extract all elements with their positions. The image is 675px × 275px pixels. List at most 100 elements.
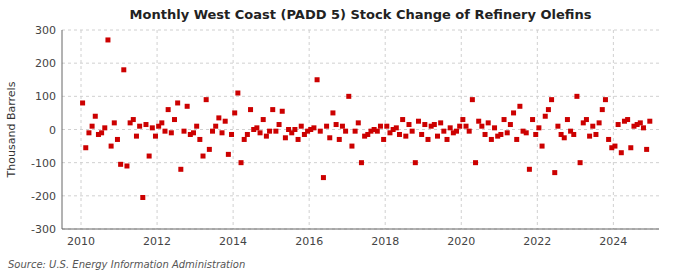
point <box>406 122 411 127</box>
point <box>502 117 507 122</box>
point <box>619 150 624 155</box>
point <box>530 117 535 122</box>
point <box>492 125 497 130</box>
point <box>644 147 649 152</box>
point <box>603 97 608 102</box>
point <box>524 130 529 135</box>
point <box>86 130 91 135</box>
x-tick-label: 2016 <box>295 235 323 248</box>
x-grid-line <box>385 30 386 229</box>
x-tick-label: 2012 <box>143 235 171 248</box>
point <box>140 195 145 200</box>
point <box>527 167 532 172</box>
point <box>565 117 570 122</box>
point <box>432 122 437 127</box>
point <box>483 132 488 137</box>
point <box>93 114 98 119</box>
point <box>185 104 190 109</box>
point <box>397 132 402 137</box>
point <box>311 125 316 130</box>
point <box>137 124 142 129</box>
point <box>571 132 576 137</box>
point <box>438 120 443 125</box>
point <box>479 124 484 129</box>
point <box>625 117 630 122</box>
y-grid-line <box>62 63 659 64</box>
point <box>143 122 148 127</box>
point <box>593 132 598 137</box>
point <box>464 124 469 129</box>
point <box>584 117 589 122</box>
point <box>121 67 126 72</box>
point <box>191 130 196 135</box>
point <box>147 154 152 159</box>
point <box>353 129 358 134</box>
point <box>150 125 155 130</box>
point <box>505 130 510 135</box>
point <box>467 129 472 134</box>
x-tick-label: 2018 <box>371 235 399 248</box>
point <box>248 107 253 112</box>
point <box>419 132 424 137</box>
point <box>194 124 199 129</box>
point <box>514 137 519 142</box>
point <box>612 144 617 149</box>
point <box>600 107 605 112</box>
y-grid-line <box>62 195 659 196</box>
point <box>394 125 399 130</box>
point <box>508 122 513 127</box>
point <box>343 129 348 134</box>
point <box>590 124 595 129</box>
point <box>562 135 567 140</box>
point <box>540 144 545 149</box>
x-grid-line <box>233 30 234 229</box>
point <box>166 107 171 112</box>
point <box>337 137 342 142</box>
point <box>201 154 206 159</box>
point <box>109 144 114 149</box>
point <box>162 129 167 134</box>
y-grid-line <box>62 30 659 31</box>
point <box>454 129 459 134</box>
point <box>356 120 361 125</box>
point <box>134 134 139 139</box>
point <box>647 119 652 124</box>
point <box>400 117 405 122</box>
point <box>470 97 475 102</box>
point <box>315 77 320 82</box>
point <box>213 124 218 129</box>
point <box>296 137 301 142</box>
y-tick-label: -300 <box>31 223 56 236</box>
point <box>207 147 212 152</box>
point <box>533 132 538 137</box>
y-tick-label: -100 <box>31 157 56 170</box>
point <box>159 120 164 125</box>
point <box>181 129 186 134</box>
point <box>197 137 202 142</box>
point <box>638 120 643 125</box>
y-tick-label: 0 <box>49 124 56 137</box>
point <box>210 129 215 134</box>
point <box>334 122 339 127</box>
point <box>486 120 491 125</box>
point <box>83 145 88 150</box>
point <box>292 127 297 132</box>
y-axis-line <box>62 30 63 229</box>
point <box>277 122 282 127</box>
point <box>226 152 231 157</box>
x-tick-label: 2022 <box>523 235 551 248</box>
point <box>410 129 415 134</box>
point <box>283 135 288 140</box>
grid <box>62 30 659 229</box>
y-tick-label: -200 <box>31 190 56 203</box>
point <box>416 119 421 124</box>
x-grid-line <box>157 30 158 229</box>
point <box>169 130 174 135</box>
points <box>80 37 652 200</box>
point <box>476 119 481 124</box>
point <box>460 117 465 122</box>
point <box>204 97 209 102</box>
point <box>587 134 592 139</box>
point <box>324 124 329 129</box>
point <box>616 122 621 127</box>
